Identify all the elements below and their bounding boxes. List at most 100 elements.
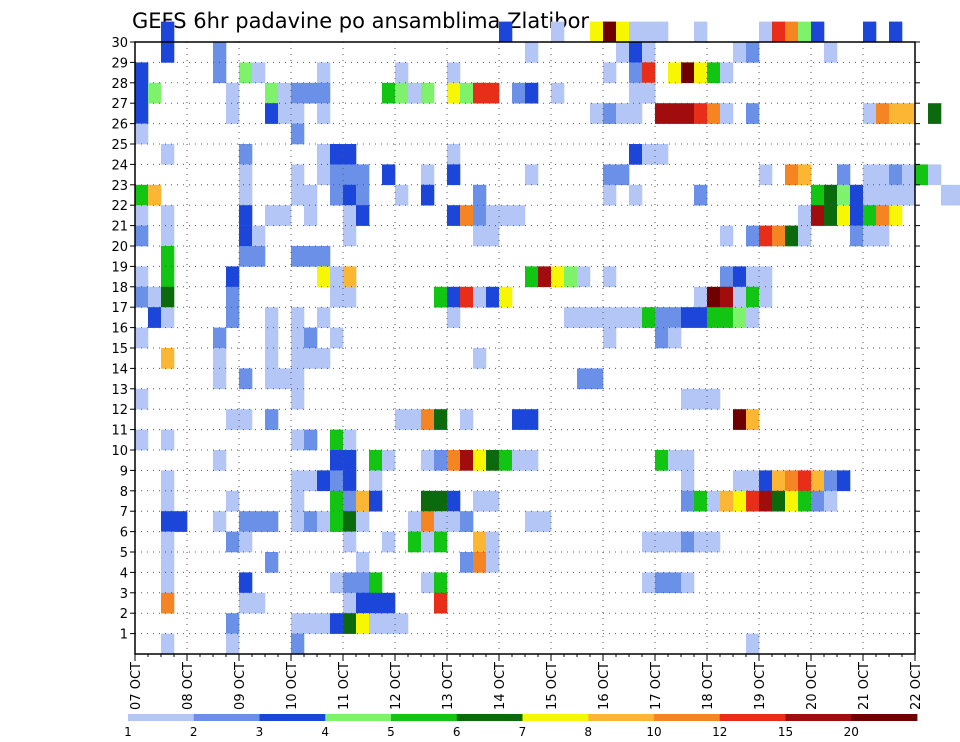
heatmap-cell xyxy=(239,572,253,594)
heatmap-cell xyxy=(655,572,682,594)
x-tick-label: 11 OCT xyxy=(337,662,352,710)
heatmap-cell xyxy=(252,225,266,247)
heatmap-cell xyxy=(343,592,357,614)
heatmap-cell xyxy=(317,470,331,492)
heatmap-cell xyxy=(733,42,747,63)
heatmap-cell xyxy=(525,82,539,104)
heatmap-cell xyxy=(343,511,357,532)
heatmap-cell xyxy=(863,184,877,206)
heatmap-cell xyxy=(265,82,279,104)
heatmap-cell xyxy=(135,184,149,206)
heatmap-cell xyxy=(850,205,864,226)
heatmap-cell xyxy=(213,327,227,349)
heatmap-cell xyxy=(148,307,162,328)
heatmap-cell xyxy=(473,205,487,226)
heatmap-cell xyxy=(876,103,890,124)
heatmap-cell xyxy=(460,450,474,471)
heatmap-cell xyxy=(655,327,669,349)
y-tick-label: 9 xyxy=(120,464,128,479)
y-tick-label: 11 xyxy=(111,424,128,439)
heatmap-cell xyxy=(213,42,227,63)
heatmap-cell xyxy=(135,205,149,226)
legend-label: 4 xyxy=(321,725,329,739)
heatmap-cell xyxy=(343,225,357,247)
heatmap-cell xyxy=(603,103,617,124)
heatmap-cell xyxy=(759,470,773,492)
legend-label: 6 xyxy=(453,725,461,739)
heatmap-cell xyxy=(486,286,500,308)
heatmap-cell xyxy=(382,450,396,471)
heatmap-cell xyxy=(616,42,630,63)
heatmap-cell xyxy=(317,164,331,186)
heatmap-cell xyxy=(746,42,760,63)
heatmap-cell xyxy=(499,21,513,43)
heatmap-cell xyxy=(525,266,539,288)
heatmap-cell xyxy=(564,266,578,288)
heatmap-cell xyxy=(759,490,773,512)
heatmap-cell xyxy=(954,184,960,206)
heatmap-cell xyxy=(746,633,760,655)
heatmap-cell xyxy=(928,164,942,186)
heatmap-cell xyxy=(395,613,409,634)
heatmap-cell xyxy=(395,184,409,206)
heatmap-cell xyxy=(824,490,838,512)
heatmap-cell xyxy=(460,409,474,430)
heatmap-cell xyxy=(239,205,253,226)
legend-swatch xyxy=(391,714,458,721)
heatmap-cell xyxy=(850,184,864,206)
heatmap-cell xyxy=(343,470,357,492)
heatmap-cell xyxy=(720,490,734,512)
heatmap-cell xyxy=(421,531,435,553)
heatmap-cell xyxy=(642,572,656,594)
y-tick-label: 29 xyxy=(111,56,128,71)
heatmap-cell xyxy=(434,409,448,430)
chart-title: GEFS 6hr padavine po ansamblima Zlatibor xyxy=(132,9,589,33)
x-tick-label: 13 OCT xyxy=(441,662,456,710)
heatmap-cell xyxy=(772,470,786,492)
heatmap-cell xyxy=(369,592,396,614)
heatmap-cell xyxy=(278,82,292,104)
heatmap-cell xyxy=(473,348,487,369)
heatmap-cell xyxy=(603,266,617,288)
heatmap-cell xyxy=(629,184,643,206)
heatmap-cell xyxy=(161,286,175,308)
heatmap-cell xyxy=(824,184,838,206)
heatmap-cell xyxy=(239,592,266,614)
heatmap-cell xyxy=(694,531,721,553)
legend-swatch xyxy=(325,714,392,721)
y-tick-label: 25 xyxy=(111,138,128,153)
heatmap-cell xyxy=(343,490,357,512)
y-tick-label: 23 xyxy=(111,179,128,194)
heatmap-cell xyxy=(889,103,916,124)
heatmap-cell xyxy=(863,103,877,124)
heatmap-cell xyxy=(694,103,708,124)
heatmap-cell xyxy=(239,368,253,390)
heatmap-cell xyxy=(317,266,331,288)
heatmap-cell xyxy=(161,552,175,573)
heatmap-cell xyxy=(811,21,825,43)
heatmap-cell xyxy=(538,266,552,288)
heatmap-cell xyxy=(135,286,149,308)
heatmap-cell xyxy=(369,613,396,634)
legend-label: 5 xyxy=(387,725,395,739)
heatmap-cell xyxy=(239,62,253,84)
heatmap-cell xyxy=(278,103,305,124)
heatmap-cell xyxy=(408,531,422,553)
heatmap-cell xyxy=(629,144,643,165)
y-tick-label: 10 xyxy=(111,444,128,459)
heatmap-cell xyxy=(720,103,734,124)
legend-swatch xyxy=(851,714,918,721)
heatmap-cell xyxy=(330,144,357,165)
heatmap-cell xyxy=(551,21,565,43)
heatmap-cell xyxy=(746,225,760,247)
heatmap-cell xyxy=(213,348,227,369)
heatmap-cell xyxy=(304,327,318,349)
x-tick-label: 15 OCT xyxy=(545,662,560,710)
heatmap-cell xyxy=(512,409,539,430)
heatmap-cell xyxy=(252,62,266,84)
heatmap-cell xyxy=(161,511,188,532)
heatmap-cell xyxy=(161,21,175,43)
legend-label: 3 xyxy=(256,725,264,739)
heatmap-cell xyxy=(447,205,461,226)
y-tick-label: 28 xyxy=(111,77,128,92)
